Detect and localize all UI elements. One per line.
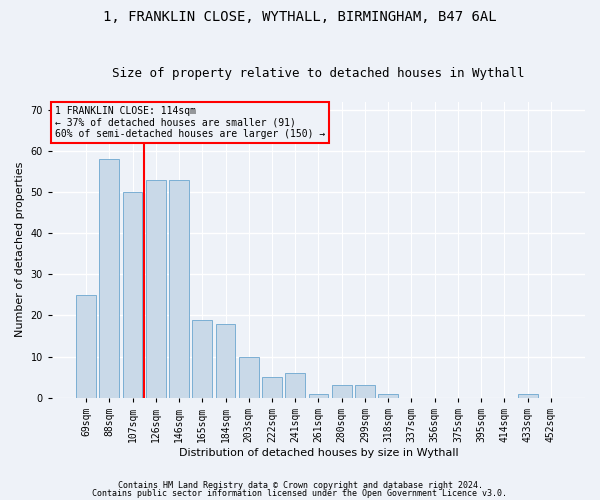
- Bar: [332, 386, 352, 398]
- Text: 1 FRANKLIN CLOSE: 114sqm
← 37% of detached houses are smaller (91)
60% of semi-d: 1 FRANKLIN CLOSE: 114sqm ← 37% of detach…: [55, 106, 325, 139]
- Bar: [308, 394, 328, 398]
- Text: 1, FRANKLIN CLOSE, WYTHALL, BIRMINGHAM, B47 6AL: 1, FRANKLIN CLOSE, WYTHALL, BIRMINGHAM, …: [103, 10, 497, 24]
- Bar: [286, 373, 305, 398]
- Bar: [122, 192, 142, 398]
- Text: Contains HM Land Registry data © Crown copyright and database right 2024.: Contains HM Land Registry data © Crown c…: [118, 481, 482, 490]
- Bar: [193, 320, 212, 398]
- Bar: [76, 295, 96, 398]
- Bar: [518, 394, 538, 398]
- Bar: [215, 324, 235, 398]
- Bar: [379, 394, 398, 398]
- Bar: [262, 377, 282, 398]
- Title: Size of property relative to detached houses in Wythall: Size of property relative to detached ho…: [112, 66, 525, 80]
- X-axis label: Distribution of detached houses by size in Wythall: Distribution of detached houses by size …: [179, 448, 458, 458]
- Bar: [146, 180, 166, 398]
- Bar: [100, 159, 119, 398]
- Bar: [239, 356, 259, 398]
- Text: Contains public sector information licensed under the Open Government Licence v3: Contains public sector information licen…: [92, 488, 508, 498]
- Bar: [169, 180, 189, 398]
- Bar: [355, 386, 375, 398]
- Y-axis label: Number of detached properties: Number of detached properties: [15, 162, 25, 338]
